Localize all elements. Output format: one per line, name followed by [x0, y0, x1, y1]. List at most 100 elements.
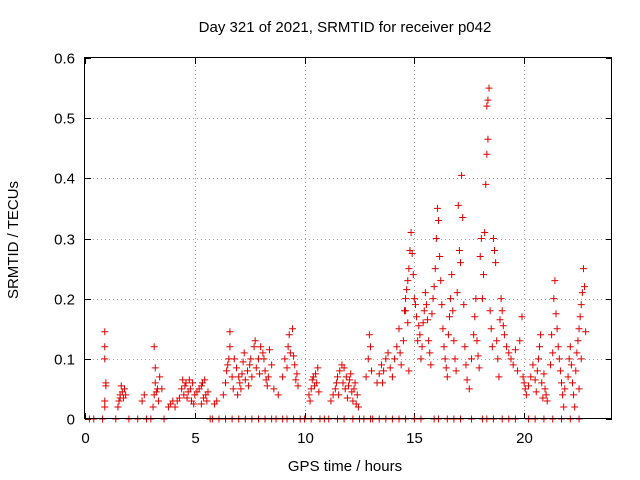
data-point — [489, 235, 497, 242]
data-point — [339, 379, 347, 387]
data-point — [553, 325, 561, 333]
data-point — [354, 403, 362, 411]
data-point — [268, 361, 276, 369]
data-point — [101, 355, 109, 363]
data-point — [340, 364, 348, 372]
data-point — [531, 376, 539, 384]
data-point — [313, 379, 321, 387]
data-point — [577, 355, 585, 363]
data-point — [233, 364, 241, 372]
data-point — [424, 316, 432, 324]
data-point — [483, 150, 491, 158]
data-point — [426, 349, 434, 357]
data-point — [315, 388, 323, 396]
data-point — [335, 391, 343, 399]
data-point — [353, 391, 361, 399]
data-point — [542, 391, 550, 399]
data-point — [520, 379, 528, 387]
data-point — [416, 331, 424, 339]
y-axis-label: SRMTID / TECUs — [5, 181, 22, 299]
data-point — [527, 373, 535, 381]
data-point — [364, 355, 372, 363]
data-point — [496, 316, 504, 324]
data-point — [152, 388, 160, 396]
data-point — [503, 343, 511, 351]
data-point — [226, 343, 234, 351]
data-point — [283, 364, 291, 372]
data-point — [204, 388, 212, 396]
data-point — [343, 394, 351, 402]
data-point — [418, 343, 426, 351]
data-point — [540, 370, 548, 378]
data-point — [509, 361, 517, 369]
data-point — [213, 397, 221, 405]
data-point — [415, 322, 423, 330]
data-point — [484, 96, 492, 104]
data-point — [219, 391, 227, 399]
data-point — [284, 343, 292, 351]
data-point — [243, 367, 251, 375]
data-point — [410, 295, 418, 303]
data-point — [448, 271, 456, 279]
data-point — [461, 343, 469, 351]
data-point — [550, 295, 558, 303]
data-point — [417, 355, 425, 363]
data-point — [492, 259, 500, 267]
data-point — [419, 319, 427, 327]
grid-layer — [85, 58, 612, 419]
data-point — [407, 228, 415, 236]
data-point — [375, 370, 383, 378]
data-point — [471, 313, 479, 321]
data-point — [463, 376, 471, 384]
data-point — [533, 367, 541, 375]
data-point — [396, 349, 404, 357]
data-point — [478, 295, 486, 303]
data-point — [140, 391, 148, 399]
data-point — [252, 364, 260, 372]
data-point — [570, 391, 578, 399]
data-point — [178, 385, 186, 393]
data-point — [495, 373, 503, 381]
data-point — [239, 358, 247, 366]
data-point — [475, 364, 483, 372]
data-point — [248, 373, 256, 381]
data-point — [334, 373, 342, 381]
data-point — [458, 171, 466, 179]
data-point — [414, 337, 422, 345]
data-point — [237, 385, 245, 393]
data-point — [116, 394, 124, 402]
data-point — [436, 253, 444, 261]
data-point — [391, 355, 399, 363]
x-axis-label: GPS time / hours — [288, 458, 402, 475]
data-point — [408, 250, 416, 258]
data-point — [230, 355, 238, 363]
data-point — [224, 361, 232, 369]
data-point — [574, 337, 582, 345]
data-point — [395, 325, 403, 333]
data-point — [180, 391, 188, 399]
x-tick-label: 0 — [81, 430, 89, 447]
data-point — [405, 367, 413, 375]
data-point — [552, 310, 560, 318]
data-point — [425, 337, 433, 345]
data-point — [307, 385, 315, 393]
data-point — [186, 385, 194, 393]
data-point — [261, 367, 269, 375]
data-point — [459, 213, 467, 221]
data-point — [420, 307, 428, 315]
data-point — [308, 376, 316, 384]
data-point — [561, 385, 569, 393]
data-point — [462, 361, 470, 369]
data-point — [442, 364, 450, 372]
data-point — [336, 367, 344, 375]
data-point — [382, 355, 390, 363]
data-point — [485, 84, 493, 92]
data-point — [505, 349, 513, 357]
data-point — [449, 307, 457, 315]
data-point — [386, 364, 394, 372]
data-point — [577, 301, 585, 309]
data-point — [101, 343, 109, 351]
x-tick-label: 15 — [406, 430, 423, 447]
data-point — [536, 343, 544, 351]
data-point — [388, 373, 396, 381]
